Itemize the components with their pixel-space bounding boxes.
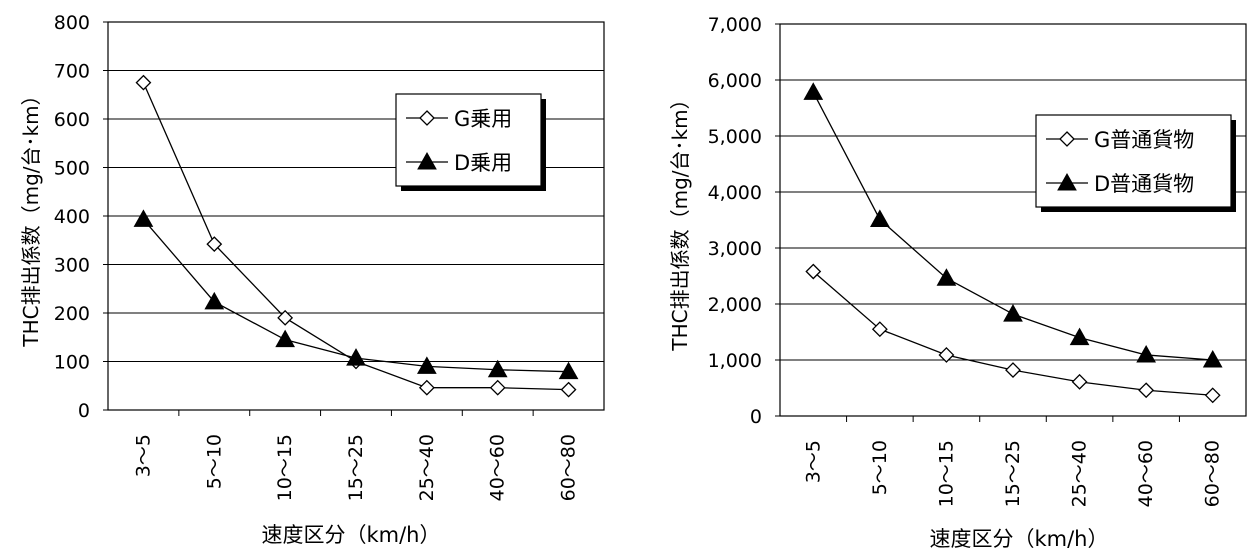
x-tick-label: 25～40 — [1069, 440, 1091, 507]
data-point — [275, 329, 295, 348]
plot-frame — [107, 21, 605, 411]
y-tick-label: 5,000 — [708, 126, 762, 148]
legend-marker — [1057, 172, 1077, 191]
data-point — [871, 321, 888, 338]
x-tick-label: 60～80 — [558, 434, 580, 501]
x-tick-label: 5～10 — [869, 440, 891, 495]
y-tick-label: 1,000 — [708, 350, 762, 372]
y-tick-label: 400 — [54, 206, 90, 228]
data-point — [277, 309, 294, 326]
chart-left: 0 100 200 300 400 500 600 700 800 3～5 5～10 10～15 15～… — [19, 12, 605, 547]
x-tick-label: 5～10 — [203, 434, 225, 489]
legend-marker — [419, 110, 435, 126]
data-point — [558, 361, 579, 380]
x-tick-label: 25～40 — [416, 434, 438, 501]
data-point — [346, 348, 366, 366]
data-point — [936, 268, 957, 286]
y-tick-label: 100 — [54, 352, 90, 374]
legend-label: D普通貨物 — [1094, 172, 1194, 196]
data-point — [489, 379, 506, 396]
x-tick-label: 10～15 — [274, 434, 296, 501]
data-point — [938, 347, 955, 363]
data-point — [133, 209, 154, 227]
y-axis-title: THC排出係数（mg/台･km） — [19, 85, 43, 347]
x-tick-label: 60～80 — [1202, 440, 1224, 507]
x-tick-label: 10～15 — [935, 440, 957, 507]
legend-label: G乗用 — [454, 107, 512, 131]
y-tick-label: 800 — [54, 12, 90, 34]
data-point — [1003, 304, 1023, 322]
data-point — [206, 236, 223, 253]
x-axis-title: 速度区分（km/h） — [261, 523, 440, 547]
legend-marker — [417, 151, 437, 170]
x-tick-label: 15～25 — [1002, 440, 1024, 507]
data-point — [560, 381, 577, 398]
legend-box — [1035, 114, 1232, 208]
data-point — [803, 82, 824, 100]
data-point — [135, 74, 152, 91]
data-point — [1136, 344, 1156, 363]
data-point — [1138, 382, 1155, 399]
data-point — [487, 359, 508, 378]
legend-label: D乗用 — [454, 151, 512, 175]
data-point — [1071, 373, 1088, 390]
x-tick-label: 3～5 — [802, 440, 824, 483]
data-point — [1202, 349, 1223, 368]
legend-box — [395, 93, 542, 187]
x-tick-label: 15～25 — [345, 434, 367, 501]
y-tick-label: 600 — [54, 109, 90, 131]
x-axis-title: 速度区分（km/h） — [929, 527, 1108, 550]
y-tick-label: 6,000 — [708, 70, 762, 92]
y-tick-label: 7,000 — [708, 14, 762, 36]
y-tick-label: 3,000 — [708, 238, 762, 260]
y-tick-label: 2,000 — [708, 294, 762, 316]
data-point — [1204, 387, 1221, 404]
y-tick-label: 4,000 — [708, 182, 762, 204]
data-point — [417, 356, 437, 374]
legend-marker — [1059, 131, 1075, 147]
y-tick-label: 700 — [54, 61, 90, 83]
legend-label: G普通貨物 — [1094, 128, 1194, 152]
data-point — [418, 379, 435, 396]
data-point — [204, 291, 225, 310]
y-tick-label: 300 — [54, 255, 90, 277]
data-point — [1069, 327, 1090, 346]
y-tick-label: 200 — [54, 303, 90, 325]
y-tick-label: 0 — [750, 406, 762, 428]
y-tick-label: 500 — [54, 158, 90, 180]
data-point — [870, 209, 890, 227]
x-tick-label: 40～60 — [487, 434, 509, 501]
y-axis-title: THC排出係数（mg/台･km） — [668, 89, 692, 351]
x-tick-label: 3～5 — [132, 434, 154, 477]
plot-frame — [779, 23, 1247, 417]
x-tick-label: 40～60 — [1135, 440, 1157, 507]
chart-right: 0 1,000 2,000 3,000 4,000 5,000 6,000 7,000 3～5 5… — [668, 14, 1247, 550]
y-tick-label: 0 — [78, 400, 90, 422]
data-point — [805, 263, 822, 280]
data-point — [1005, 362, 1021, 378]
